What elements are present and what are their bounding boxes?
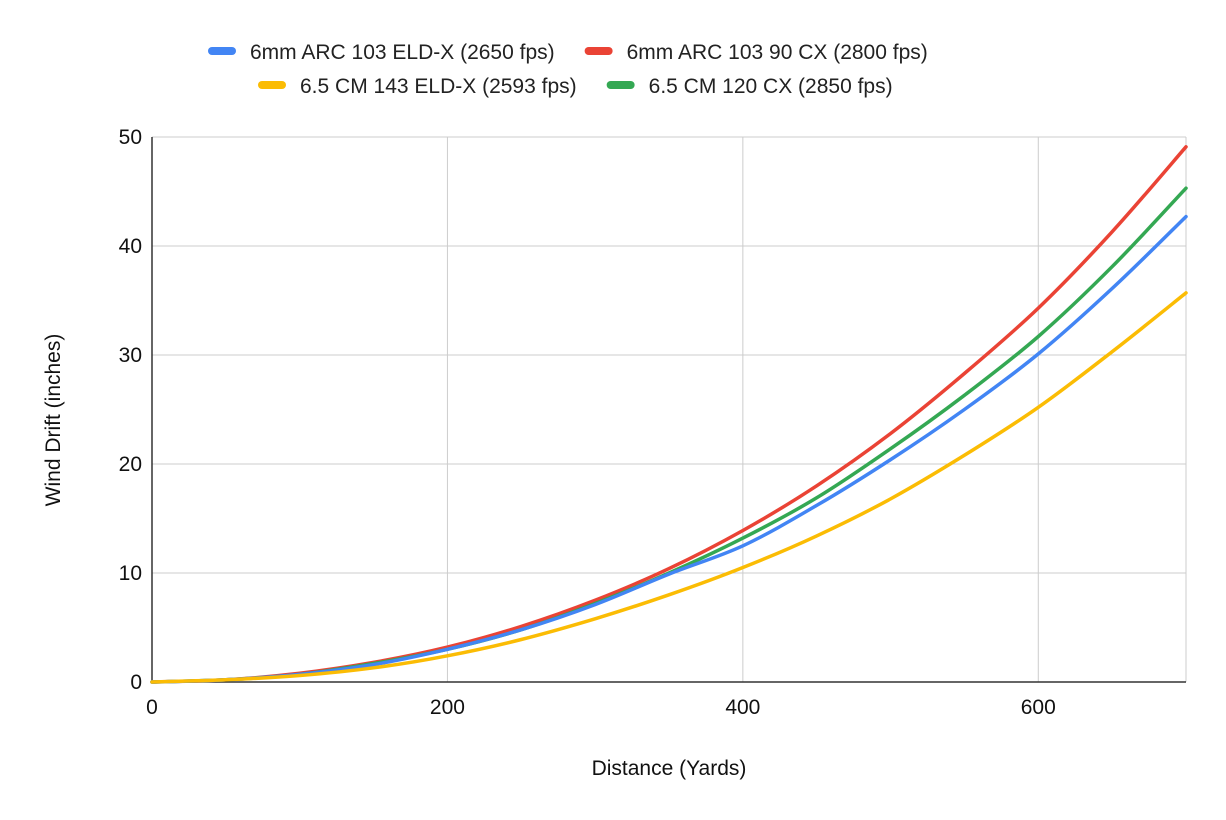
y-tick-label: 20 (119, 453, 142, 476)
grid (152, 136, 1187, 682)
y-tick-label: 0 (130, 671, 142, 694)
y-tick-label: 10 (119, 562, 142, 585)
axes (151, 137, 1186, 683)
series-line (150, 214, 1188, 684)
legend-label: 6mm ARC 103 ELD-X (2650 fps) (250, 41, 555, 64)
x-axis-title: Distance (Yards) (592, 757, 747, 780)
series-line (150, 291, 1188, 684)
y-tick-labels: 0 10 20 30 40 50 (119, 126, 142, 694)
series-line (150, 186, 1188, 684)
y-tick-label: 50 (119, 126, 142, 149)
x-tick-label: 600 (1021, 696, 1056, 719)
legend-swatch (258, 81, 286, 89)
x-tick-labels: 0 200 400 600 (146, 696, 1056, 719)
legend-swatch (584, 47, 613, 55)
y-tick-label: 30 (119, 344, 142, 367)
x-tick-label: 200 (430, 696, 465, 719)
y-tick-label: 40 (119, 235, 142, 258)
legend-swatch (606, 81, 635, 89)
y-axis-title: Wind Drift (inches) (42, 334, 65, 507)
legend-label: 6.5 CM 120 CX (2850 fps) (649, 75, 893, 98)
x-tick-label: 400 (725, 696, 760, 719)
legend-label: 6.5 CM 143 ELD-X (2593 fps) (300, 75, 577, 98)
x-tick-label: 0 (146, 696, 158, 719)
legend-label: 6mm ARC 103 90 CX (2800 fps) (627, 41, 928, 64)
legend: 6mm ARC 103 ELD-X (2650 fps) 6mm ARC 103 … (208, 41, 928, 98)
legend-swatch (208, 47, 236, 55)
series-layer (150, 145, 1188, 684)
